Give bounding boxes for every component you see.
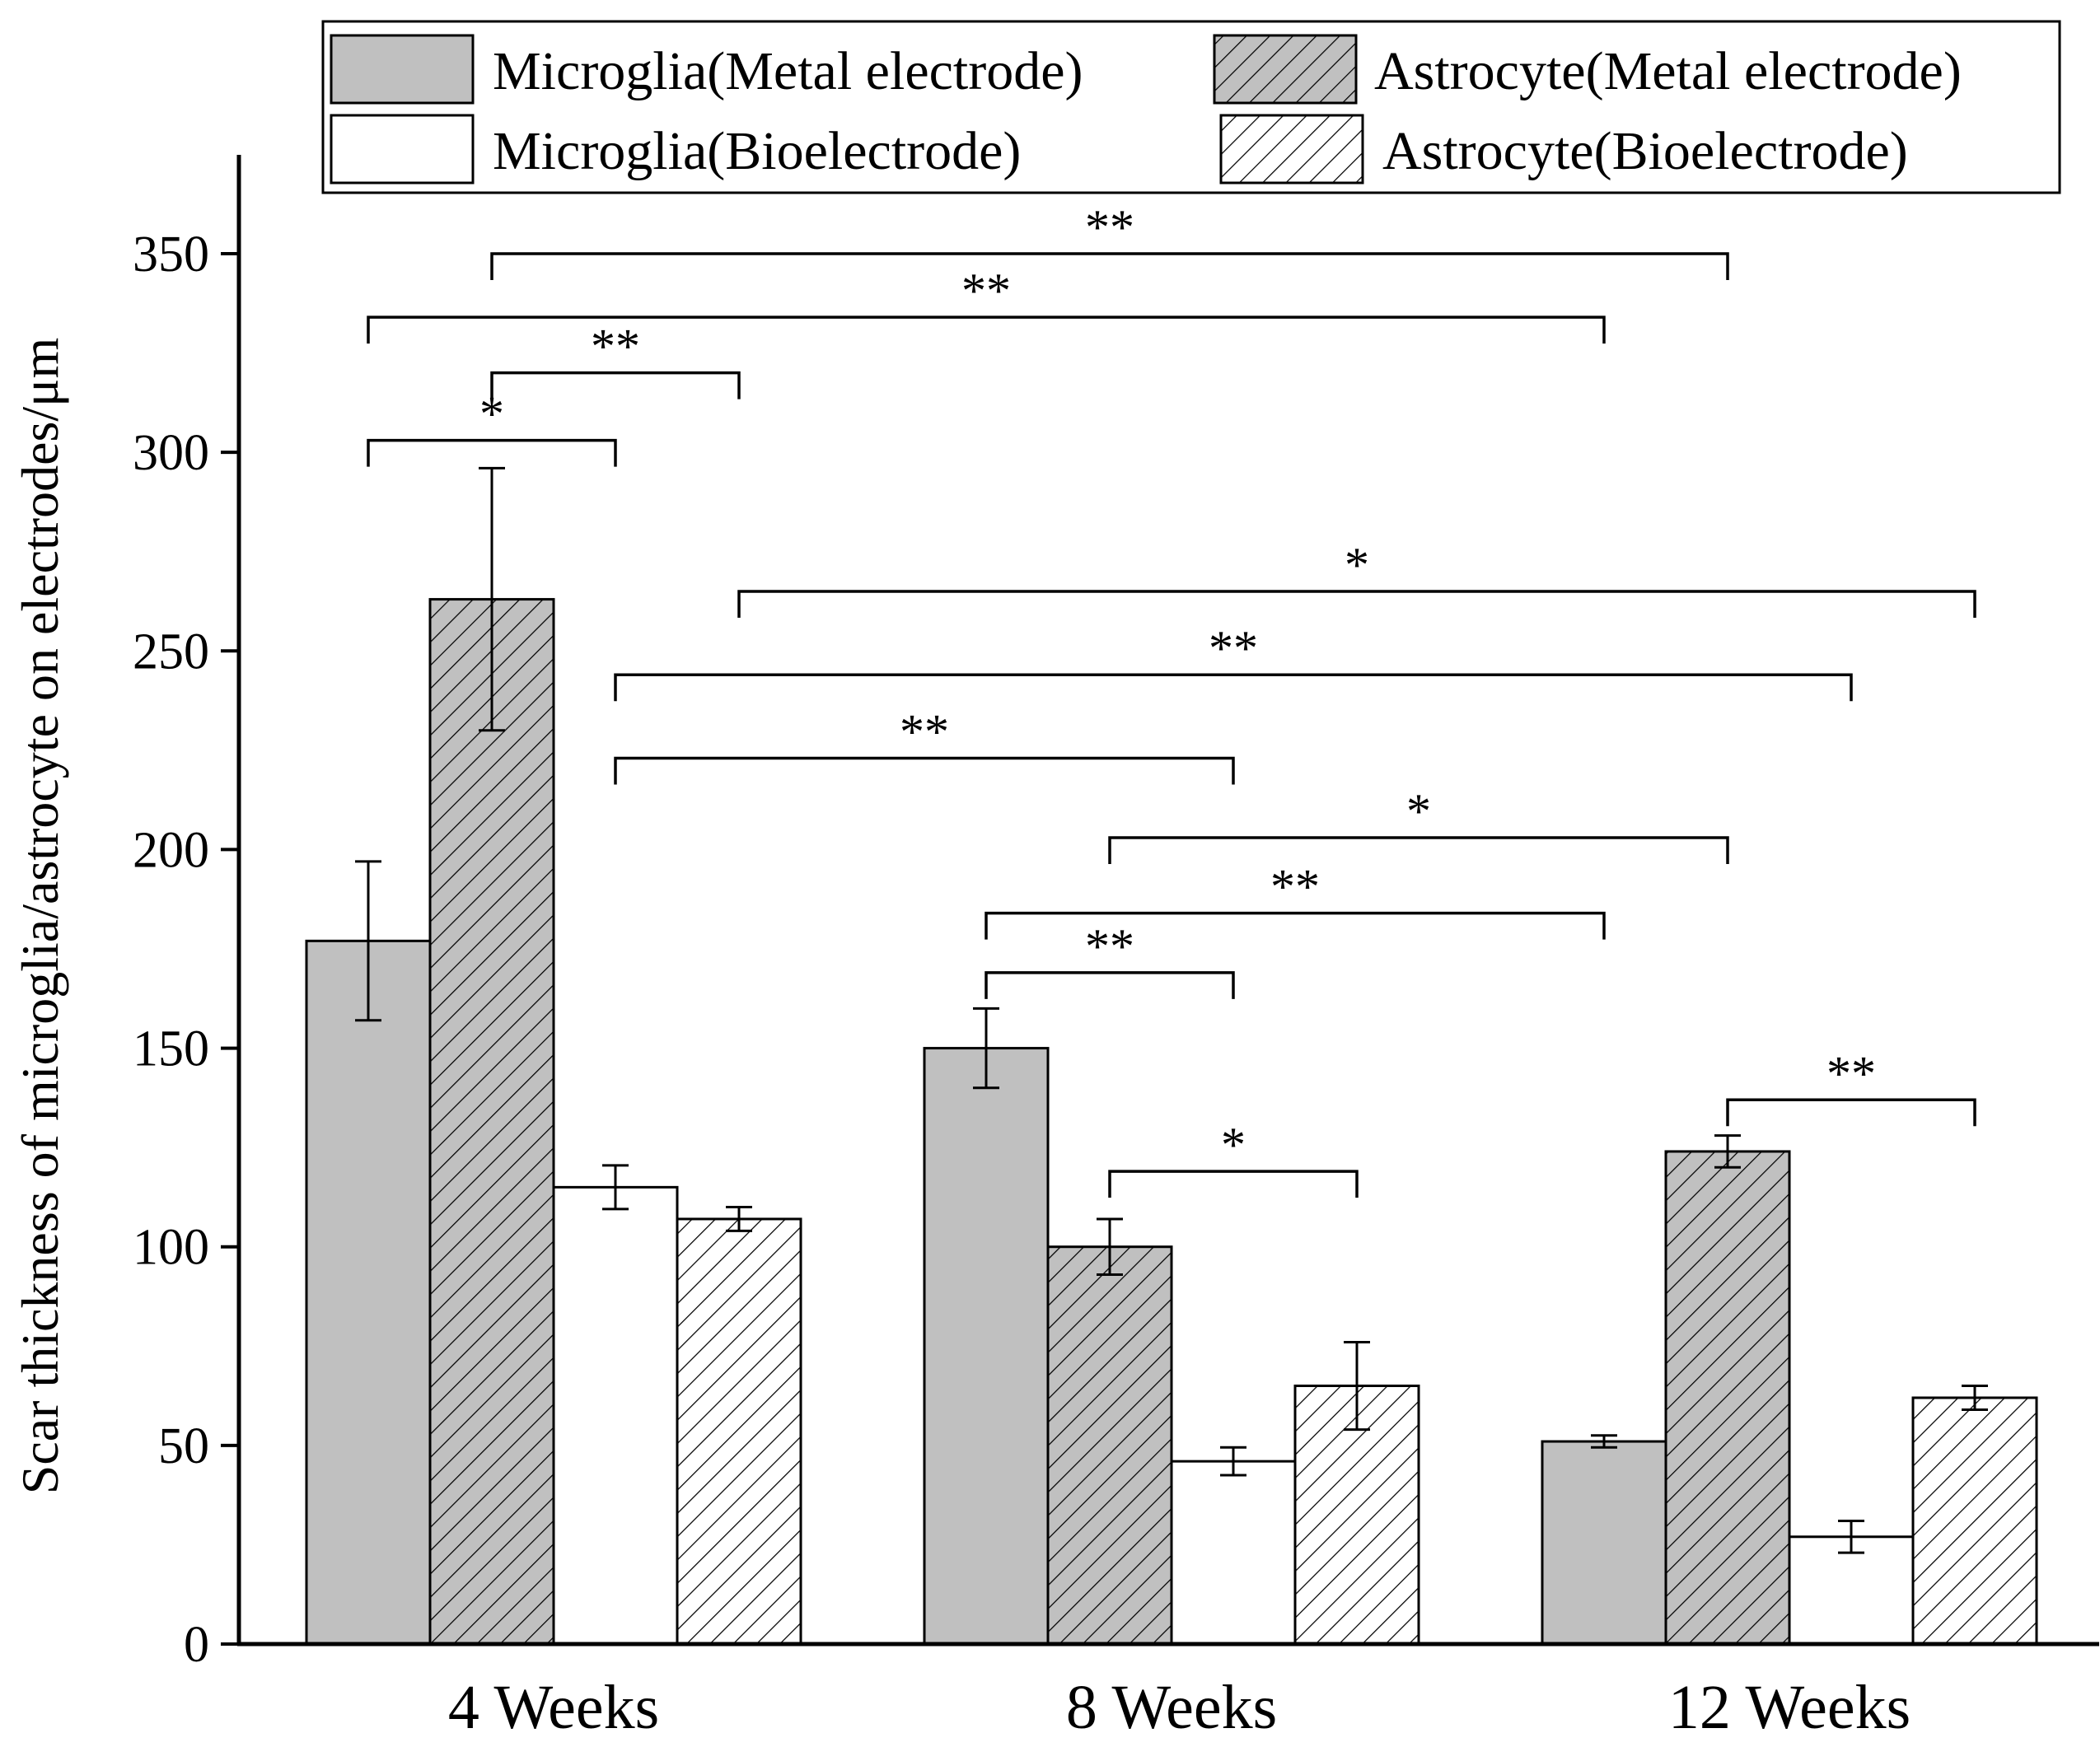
legend-label: Astrocyte(Bioelectrode) bbox=[1382, 121, 1908, 181]
significance-bracket bbox=[614, 756, 1235, 785]
legend-swatch-outline bbox=[330, 114, 475, 185]
bar-hatch bbox=[677, 1218, 801, 1644]
bar bbox=[1789, 1536, 1913, 1644]
significance-label: ** bbox=[1085, 200, 1134, 255]
legend-label: Astrocyte(Metal electrode) bbox=[1374, 41, 1962, 101]
significance-bracket bbox=[490, 252, 1729, 280]
significance-bracket bbox=[367, 438, 617, 467]
significance-bracket bbox=[614, 673, 1853, 702]
bar-hatch bbox=[430, 599, 554, 1644]
y-tick-label: 50 bbox=[158, 1418, 209, 1474]
significance-bracket bbox=[985, 971, 1235, 999]
bars bbox=[305, 598, 2038, 1646]
bar-hatch bbox=[1048, 1246, 1172, 1644]
significance-label: * bbox=[1345, 538, 1369, 592]
bar bbox=[306, 941, 430, 1644]
significance-label: ** bbox=[1085, 919, 1134, 974]
significance-bracket bbox=[1108, 836, 1729, 864]
legend-swatch-outline bbox=[1213, 34, 1358, 105]
significance-bracket bbox=[1108, 1170, 1359, 1198]
legend-label: Microglia(Metal electrode) bbox=[493, 41, 1083, 101]
y-tick-label: 100 bbox=[133, 1220, 209, 1276]
legend-swatch-outline bbox=[330, 34, 475, 105]
x-category-label: 12 Weeks bbox=[1668, 1673, 1911, 1742]
y-tick-label: 150 bbox=[133, 1021, 209, 1077]
significance-bracket bbox=[737, 590, 1976, 618]
significance-brackets: ******************** bbox=[367, 200, 1976, 1198]
legend: Microglia(Metal electrode) Astrocyte(Meta… bbox=[321, 20, 2061, 194]
significance-bracket bbox=[367, 315, 1606, 344]
significance-label: * bbox=[1406, 784, 1431, 838]
significance-label: * bbox=[1221, 1118, 1246, 1172]
x-category-label: 8 Weeks bbox=[1066, 1673, 1277, 1742]
y-tick-label: 250 bbox=[133, 624, 209, 680]
legend-box bbox=[321, 20, 2061, 194]
significance-bracket bbox=[490, 371, 741, 399]
bar-hatch bbox=[1666, 1151, 1789, 1644]
significance-label: ** bbox=[1826, 1046, 1876, 1100]
y-tick-label: 300 bbox=[133, 425, 209, 481]
significance-label: ** bbox=[591, 320, 640, 374]
legend-swatch-hatch bbox=[1214, 35, 1356, 103]
bar bbox=[1542, 1441, 1666, 1644]
bar bbox=[554, 1187, 677, 1644]
axes: 0 50 100 150 200 250 300 350 4 Weeks 8 Weeks 12 We… bbox=[11, 155, 2099, 1742]
significance-label: * bbox=[479, 387, 504, 441]
x-category-label: 4 Weeks bbox=[448, 1673, 659, 1742]
significance-label: ** bbox=[961, 264, 1011, 318]
significance-label: ** bbox=[1209, 621, 1258, 675]
bar bbox=[924, 1048, 1048, 1644]
significance-bracket bbox=[985, 911, 1606, 940]
y-tick-label: 200 bbox=[133, 822, 209, 878]
legend-swatch-hatch bbox=[1221, 115, 1363, 183]
legend-label: Microglia(Bioelectrode) bbox=[493, 121, 1021, 181]
legend-swatch-outline bbox=[1219, 114, 1364, 185]
bar-hatch bbox=[1913, 1397, 2037, 1644]
bar bbox=[1172, 1461, 1295, 1644]
y-tick-label: 350 bbox=[133, 227, 209, 283]
legend-swatch bbox=[331, 115, 473, 183]
significance-label: ** bbox=[1270, 860, 1320, 914]
y-axis-title: Scar thickness of microglia/astrocyte on… bbox=[11, 338, 69, 1495]
y-tick-label: 0 bbox=[184, 1617, 209, 1673]
significance-label: ** bbox=[900, 705, 949, 759]
legend-swatch bbox=[331, 35, 473, 103]
error-bars bbox=[355, 466, 1988, 1554]
significance-bracket bbox=[1726, 1098, 1976, 1127]
